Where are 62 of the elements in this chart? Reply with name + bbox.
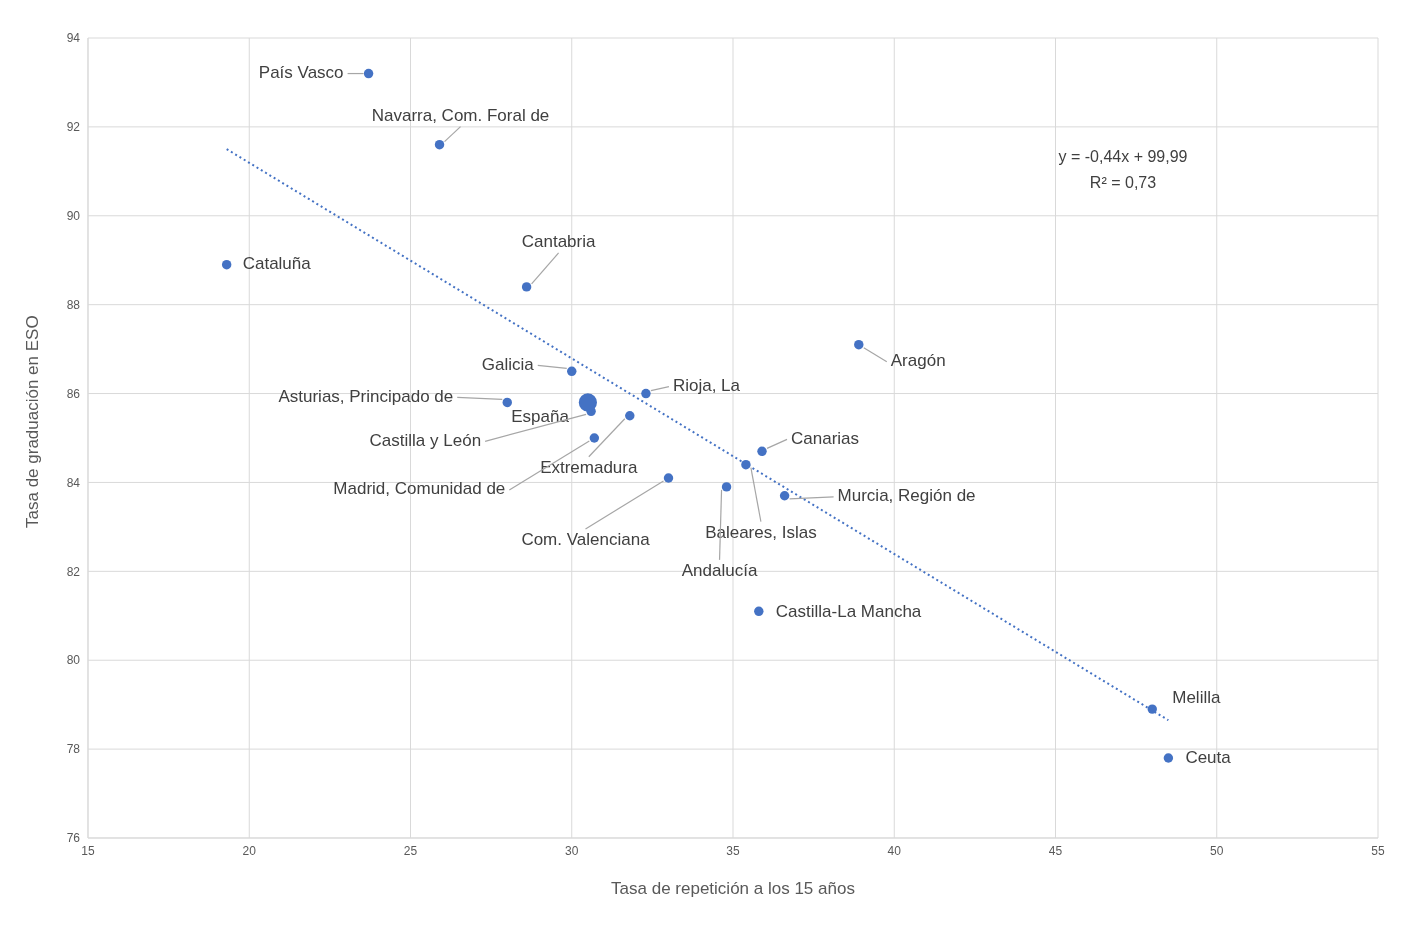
- annotation: Cantabria: [521, 232, 596, 252]
- point: [589, 433, 600, 443]
- x-tick-label: 25: [403, 843, 418, 858]
- x-tick-label: 15: [81, 843, 95, 858]
- annotation: Andalucía: [681, 561, 758, 581]
- annotation: Aragón: [890, 351, 946, 371]
- x-tick-label: 20: [242, 843, 257, 858]
- point: [578, 393, 597, 412]
- point: [741, 459, 751, 470]
- x-tick-label: 55: [1371, 843, 1385, 858]
- point: [779, 491, 790, 501]
- x-tick-label: 35: [726, 843, 740, 858]
- annotation: Cataluña: [242, 254, 312, 274]
- point: [521, 282, 532, 292]
- annotation: Rioja, La: [672, 376, 741, 396]
- annotation: Murcia, Región de: [837, 486, 976, 506]
- point: [363, 68, 374, 79]
- x-tick-label: 45: [1048, 843, 1063, 858]
- y-tick-label: 78: [66, 742, 81, 757]
- y-tick-label: 90: [66, 209, 81, 224]
- y-axis-title: Tasa de graduación en ESO: [23, 315, 43, 528]
- x-axis-title: Tasa de repetición a los 15 años: [611, 879, 855, 898]
- y-tick-label: 80: [66, 653, 81, 668]
- y-tick-label: 94: [66, 31, 81, 46]
- x-tick-label: 30: [565, 843, 579, 858]
- point: [502, 397, 512, 408]
- y-tick-label: 86: [66, 386, 81, 401]
- point: [567, 366, 577, 377]
- point: [663, 473, 674, 483]
- point: [721, 482, 732, 492]
- x-tick-label: 50: [1210, 843, 1224, 858]
- point: [625, 411, 635, 421]
- annotation: España: [511, 406, 570, 426]
- point: [1147, 704, 1157, 714]
- annotation: Navarra, Com. Foral de: [371, 106, 550, 126]
- x-tick-label: 40: [887, 843, 902, 858]
- annotation: Castilla-La Mancha: [775, 601, 922, 621]
- annotation: Castilla y León: [369, 430, 482, 450]
- annotation: Extremadura: [540, 458, 638, 478]
- y-tick-label: 82: [66, 564, 81, 579]
- point: [1163, 753, 1174, 763]
- y-tick-label: 88: [66, 297, 81, 312]
- annotation: Baleares, Islas: [705, 523, 817, 543]
- annotation: y = -0,44x + 99,99: [1058, 148, 1188, 165]
- annotation: R² = 0,73: [1089, 174, 1157, 191]
- annotation: Madrid, Comunidad de: [333, 479, 506, 499]
- point: [754, 606, 764, 617]
- point: [854, 339, 864, 350]
- y-tick-label: 76: [66, 831, 81, 846]
- annotation: Asturias, Principado de: [278, 386, 454, 406]
- y-tick-label: 92: [66, 120, 81, 135]
- y-tick-label: 84: [66, 475, 81, 490]
- point: [434, 139, 445, 150]
- annotation: Canarias: [791, 428, 860, 448]
- annotation: País Vasco: [258, 63, 344, 83]
- annotation: Melilla: [1172, 687, 1221, 707]
- point: [757, 446, 767, 457]
- point: [641, 388, 651, 399]
- annotation: Ceuta: [1185, 748, 1232, 768]
- point: [221, 259, 232, 270]
- annotation: Galicia: [481, 354, 535, 374]
- annotation: Com. Valenciana: [521, 530, 651, 550]
